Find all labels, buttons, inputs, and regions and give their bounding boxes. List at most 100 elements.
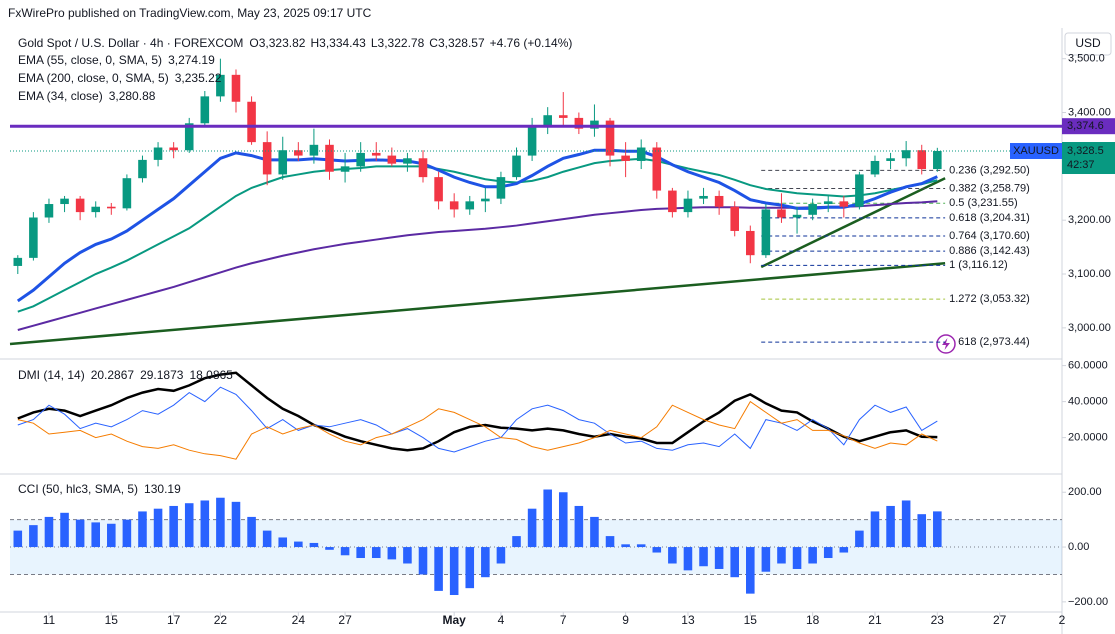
candle-body <box>325 144 334 172</box>
candle-body <box>418 158 428 178</box>
legend-name: EMA (200, close, 0, SMA, 5) <box>18 71 169 85</box>
cci-bar <box>122 519 132 548</box>
cci-bar <box>294 541 303 548</box>
cci-bar <box>574 505 584 548</box>
cci-bar <box>636 544 646 548</box>
y-tick-label: −200.00 <box>1068 596 1108 608</box>
candle-body <box>340 166 350 172</box>
candle-body <box>169 147 178 151</box>
cci-bar <box>216 497 225 548</box>
fib-label: 1 (3,116.12) <box>949 259 1008 271</box>
legend-value: 3,235.22 <box>175 71 222 85</box>
legend-value: 3,280.88 <box>109 89 156 103</box>
ohlc-value: 3,323.82 <box>259 36 306 50</box>
cci-bar <box>184 503 194 548</box>
candle-body <box>278 150 288 175</box>
indicator-value: 130.19 <box>144 482 181 496</box>
cci-bar <box>933 511 942 548</box>
cci-bar <box>138 511 147 548</box>
currency-button[interactable] <box>1064 32 1112 56</box>
candle-body <box>60 198 69 205</box>
indicator-line <box>17 400 938 460</box>
cci-bar <box>231 501 241 548</box>
fib-label: 0.236 (3,292.50) <box>949 164 1030 176</box>
x-tick-label: 17 <box>167 613 181 627</box>
cci-bar <box>886 505 895 548</box>
cci-bar <box>823 547 833 559</box>
cci-bar <box>60 512 69 548</box>
ohlc-key: O <box>249 36 258 50</box>
candle-body <box>200 96 210 124</box>
cci-bar <box>418 547 428 575</box>
candle-body <box>465 201 475 210</box>
cci-bar <box>356 547 365 559</box>
candle-body <box>761 209 771 256</box>
hline-tag <box>1062 118 1115 135</box>
price-scale: 3,000.00 3,100.00 3,200.00 3,400.00 3,500.0 2… <box>1062 53 1111 608</box>
cci-bar <box>449 547 459 596</box>
cci-bar <box>340 547 350 556</box>
candle-body <box>294 150 303 156</box>
candle-body <box>808 204 817 215</box>
y-tick-label: 3,400.00 <box>1068 106 1111 118</box>
price-tag-label: 3,328.5 <box>1067 145 1104 157</box>
candle-body <box>138 159 147 179</box>
cci-bar <box>605 536 615 548</box>
candle-body <box>371 152 381 156</box>
cci-bar <box>855 530 864 548</box>
x-tick-label: 4 <box>498 613 505 627</box>
alert-bolt <box>942 338 950 350</box>
x-tick-label: 24 <box>292 613 306 627</box>
indicator-value: 20.2867 <box>91 368 135 382</box>
candle-body <box>481 198 490 202</box>
cci-bar <box>496 547 506 564</box>
candle-body <box>886 158 895 161</box>
candle-body <box>870 160 880 175</box>
cci-bar <box>792 547 802 569</box>
pane <box>17 371 938 460</box>
candle-body <box>839 201 849 207</box>
cci-bar <box>309 542 319 548</box>
fib-label: 0.886 (3,142.43) <box>949 245 1030 257</box>
candle-body <box>901 150 911 159</box>
fib-label: 0.618 (3,204.31) <box>949 212 1030 224</box>
candle-body <box>387 155 397 164</box>
candle-body <box>574 117 584 129</box>
indicator-value: 18.0865 <box>189 368 233 382</box>
ohlc-key: L <box>371 36 378 50</box>
y-tick-label: 20.0000 <box>1068 432 1108 444</box>
fib-label: 0.764 (3,170.60) <box>949 230 1030 242</box>
legend-name: EMA (34, close) <box>18 89 103 103</box>
candle-body <box>855 174 864 207</box>
cci-bar <box>434 547 443 591</box>
candle-body <box>917 150 927 170</box>
fib-label: 0.382 (3,258.79) <box>949 182 1030 194</box>
x-tick-label: 21 <box>868 613 882 627</box>
ohlc-value: 3,322.78 <box>378 36 425 50</box>
candle-body <box>777 209 786 218</box>
candle-body <box>216 74 225 97</box>
x-tick-label: 18 <box>806 613 820 627</box>
candle-body <box>153 147 163 160</box>
candle-body <box>309 144 319 156</box>
candle-body <box>91 206 101 213</box>
indicator-line <box>16 148 938 303</box>
candle-body <box>107 206 116 209</box>
cci-bar <box>13 530 23 548</box>
candle-body <box>746 230 755 256</box>
cci-bar <box>465 547 475 589</box>
x-tick-label: 27 <box>338 613 352 627</box>
candle-body <box>933 150 942 170</box>
candle-body <box>823 201 833 205</box>
y-tick-label: 3,100.00 <box>1068 268 1111 280</box>
cci-bar <box>247 516 256 548</box>
cci-bar <box>917 514 927 548</box>
candle-body <box>29 217 38 258</box>
y-tick-label: 200.00 <box>1068 486 1102 498</box>
x-tick-label: 27 <box>993 613 1007 627</box>
ohlc-key: C <box>429 36 438 50</box>
indicator-title: CCI (50, hlc3, SMA, 5) <box>18 482 138 496</box>
cci-bar <box>527 508 537 548</box>
ohlc-key: H <box>310 36 319 50</box>
